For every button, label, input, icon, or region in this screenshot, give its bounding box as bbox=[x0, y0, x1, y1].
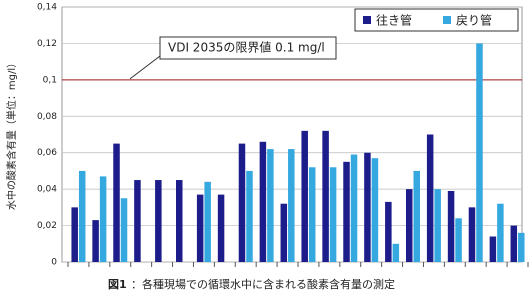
bar bbox=[176, 180, 183, 262]
caption-label: 図1 bbox=[108, 277, 127, 291]
bar bbox=[155, 180, 162, 262]
bar bbox=[426, 134, 434, 262]
y-tick-label: 0,06 bbox=[37, 148, 57, 158]
bar bbox=[329, 167, 337, 262]
y-tick-label: 0 bbox=[51, 258, 57, 268]
bar bbox=[204, 181, 211, 262]
legend-box bbox=[354, 8, 519, 32]
bar bbox=[350, 154, 358, 262]
y-tick-label: 0,02 bbox=[37, 221, 57, 231]
bar bbox=[364, 152, 371, 262]
y-tick-label: 0,12 bbox=[37, 39, 57, 49]
bar bbox=[447, 190, 455, 262]
caption: ：各種現場での循環水中に含まれる酸素含有量の測定 bbox=[131, 277, 395, 291]
bar bbox=[280, 203, 288, 262]
bar bbox=[406, 189, 413, 262]
bar bbox=[455, 218, 462, 262]
bar bbox=[385, 201, 392, 262]
bar bbox=[434, 189, 441, 262]
bar bbox=[322, 130, 329, 262]
bar bbox=[267, 149, 274, 262]
y-axis-title: 水中の酸素含有量（単位：mg/l） bbox=[5, 58, 18, 210]
bar bbox=[246, 170, 253, 262]
bar bbox=[134, 180, 141, 262]
bar bbox=[476, 43, 483, 262]
bar bbox=[392, 243, 400, 262]
bar bbox=[468, 207, 476, 262]
annotation: VDI 2035の限界値 0.1 mg/l bbox=[168, 40, 325, 55]
bar bbox=[489, 236, 497, 262]
legend-swatch bbox=[363, 16, 371, 24]
bar bbox=[518, 232, 525, 262]
y-tick-label: 0,08 bbox=[37, 112, 57, 122]
legend-label: 戻り管 bbox=[456, 13, 492, 28]
bar bbox=[308, 167, 316, 262]
bar bbox=[371, 158, 379, 262]
annotation-box bbox=[159, 36, 337, 60]
bar bbox=[92, 220, 99, 262]
bar bbox=[113, 143, 120, 262]
bar bbox=[301, 130, 308, 262]
bar bbox=[288, 149, 295, 262]
bar bbox=[196, 194, 204, 262]
annotation-arrow bbox=[129, 55, 161, 80]
legend-label: 往き管 bbox=[376, 13, 412, 28]
y-tick-label: 0,1 bbox=[43, 75, 57, 85]
bar bbox=[497, 203, 504, 262]
bar bbox=[217, 194, 225, 262]
bar bbox=[343, 161, 350, 262]
bar bbox=[99, 176, 107, 262]
bar bbox=[510, 225, 518, 262]
bar bbox=[71, 207, 78, 262]
bar bbox=[259, 141, 267, 262]
bar bbox=[238, 143, 246, 262]
y-tick-label: 0,04 bbox=[37, 185, 57, 195]
bar bbox=[413, 170, 420, 262]
legend-swatch bbox=[443, 16, 451, 24]
bar bbox=[120, 198, 128, 262]
bar bbox=[78, 170, 86, 262]
y-tick-label: 0,14 bbox=[37, 3, 57, 13]
